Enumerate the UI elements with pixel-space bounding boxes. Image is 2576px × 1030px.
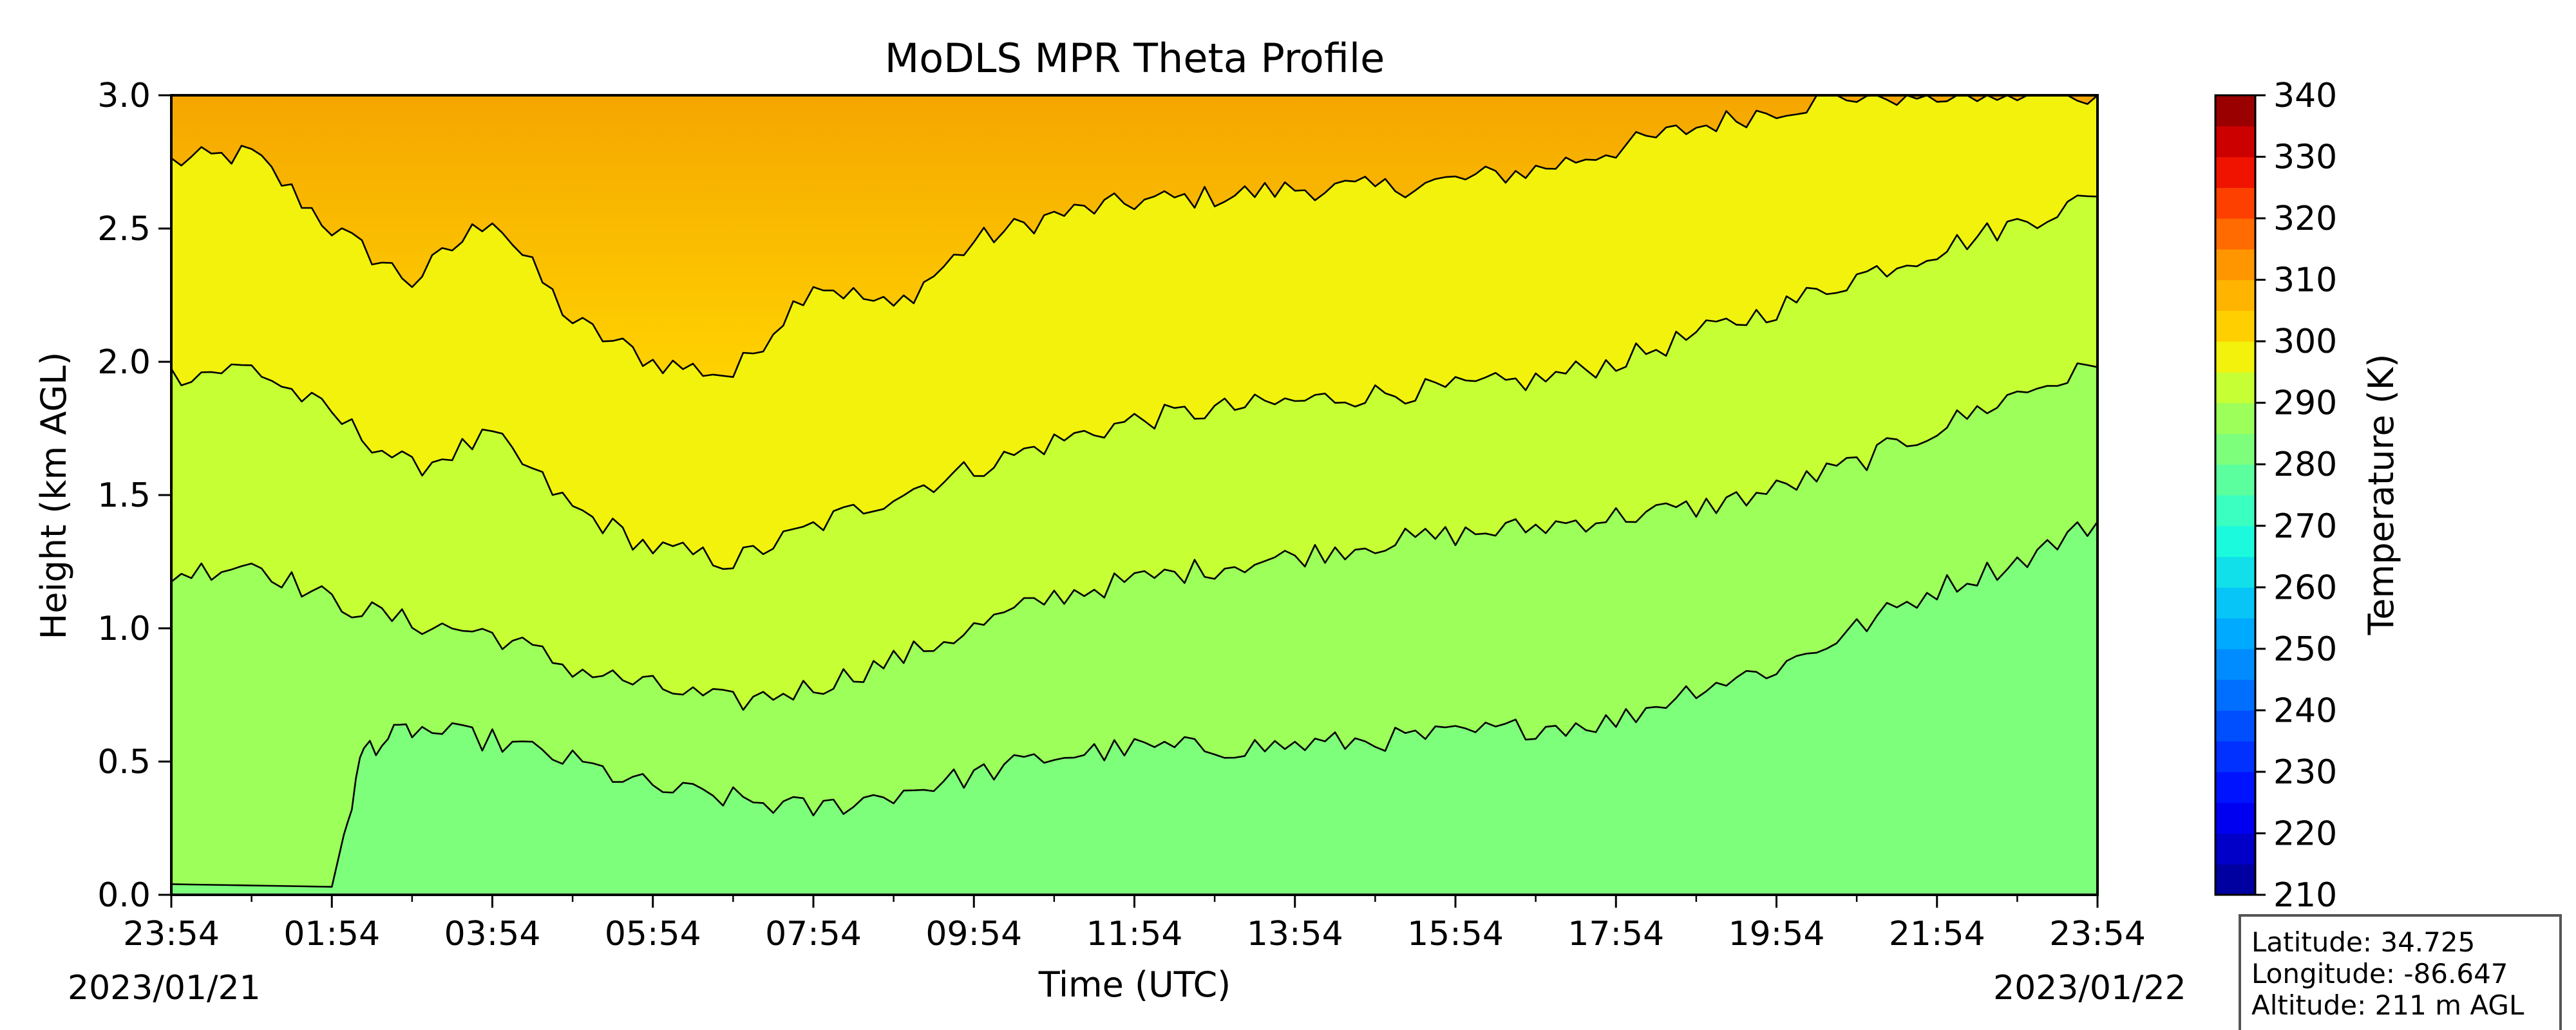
colorbar-tick-label: 240 [2273, 691, 2337, 730]
x-tick-label: 01:54 [283, 915, 380, 953]
x-tick-label: 03:54 [444, 915, 541, 953]
chart-title: MoDLS MPR Theta Profile [885, 35, 1385, 82]
colorbar-swatch [2215, 648, 2255, 680]
colorbar-frame [2214, 94, 2257, 896]
colorbar-swatch [2215, 741, 2255, 772]
x-tick-label: 07:54 [765, 915, 862, 953]
colorbar-tick-label: 250 [2273, 630, 2337, 669]
colorbar-tick-label: 270 [2273, 507, 2337, 546]
longitude-text: Longitude: -86.647 [2251, 958, 2508, 989]
colorbar-swatch [2215, 587, 2255, 619]
colorbar-swatch [2215, 310, 2255, 342]
y-tick-label: 3.0 [97, 77, 151, 115]
colorbar-swatch [2215, 433, 2255, 465]
x-tick-label: 15:54 [1407, 915, 1504, 953]
altitude-text: Altitude: 211 m AGL [2251, 989, 2524, 1021]
colorbar-swatch [2215, 710, 2255, 742]
colorbar-swatch [2215, 618, 2255, 650]
colorbar-swatch [2215, 187, 2255, 219]
colorbar-swatch [2215, 248, 2255, 281]
colorbar-swatch [2215, 771, 2255, 803]
colorbar-tick-label: 290 [2273, 384, 2337, 423]
colorbar-swatch [2215, 556, 2255, 588]
contour-lines [171, 95, 2098, 888]
latitude-text: Latitude: 34.725 [2251, 926, 2475, 958]
colorbar-tick-label: 280 [2273, 445, 2337, 484]
y-axis-label: Height (km AGL) [33, 352, 74, 640]
temperature-bands [171, 95, 2098, 895]
colorbar-tick-label: 330 [2273, 138, 2337, 177]
y-tick-label: 1.0 [97, 610, 151, 648]
x-tick-label: 11:54 [1086, 915, 1183, 953]
station-info-box: Latitude: 34.725 Longitude: -86.647 Alti… [2239, 914, 2562, 1030]
contour-line-295k [171, 194, 2098, 570]
colorbar-swatch [2215, 495, 2255, 527]
plot-area [171, 95, 2098, 895]
y-tick-label: 2.0 [97, 343, 151, 382]
contour-line-300k [171, 95, 2098, 378]
y-tick-label: 0.0 [97, 876, 151, 915]
x-tick-label: 21:54 [1889, 915, 1985, 953]
colorbar-label: Temperature (K) [2361, 354, 2401, 636]
station-info-frame [2239, 914, 2562, 1030]
x-tick-label: 23:54 [2049, 915, 2146, 953]
colorbar-tick-label: 300 [2273, 323, 2337, 361]
colorbar-swatch [2215, 864, 2255, 895]
contour-line-285k [171, 521, 2098, 888]
end-date-label: 2023/01/22 [1993, 969, 2186, 1007]
y-tick-label: 0.5 [97, 743, 151, 782]
colorbar-tick-label: 320 [2273, 200, 2337, 238]
x-axis: 23:54 01:54 03:54 05:54 07:54 09:54 11:54 13:54… [123, 895, 2146, 953]
x-tick-label: 23:54 [123, 915, 220, 953]
colorbar-swatch [2215, 525, 2255, 557]
x-axis-label: Time (UTC) [1038, 964, 1231, 1005]
colorbar-swatch [2215, 218, 2255, 250]
x-tick-label: 05:54 [605, 915, 701, 953]
y-tick-label: 2.5 [97, 210, 151, 248]
colorbar-swatch [2215, 464, 2255, 496]
y-axis: 0.0 0.5 1.0 1.5 2.0 2.5 3.0 [97, 77, 171, 915]
colorbar-tick-label: 210 [2273, 876, 2337, 915]
start-date-label: 2023/01/21 [68, 969, 261, 1007]
colorbar-swatch [2215, 95, 2255, 127]
colorbar-tick-label: 310 [2273, 261, 2337, 300]
colorbar-tick-label: 340 [2273, 77, 2337, 115]
colorbar-tick-label: 230 [2273, 753, 2337, 792]
colorbar-swatch [2215, 156, 2255, 188]
colorbar-swatch [2215, 279, 2255, 311]
contour-line-290k [171, 362, 2098, 711]
x-tick-label: 13:54 [1247, 915, 1343, 953]
colorbar-swatch [2215, 341, 2255, 373]
x-tick-label: 19:54 [1728, 915, 1825, 953]
x-tick-label: 17:54 [1567, 915, 1664, 953]
colorbar-swatch [2215, 679, 2255, 711]
colorbar-swatch [2215, 833, 2255, 865]
colorbar-swatch [2215, 402, 2255, 435]
colorbar-tick-label: 260 [2273, 568, 2337, 607]
colorbar-swatch [2215, 371, 2255, 404]
colorbar-tick-label: 220 [2273, 814, 2337, 853]
x-tick-label: 09:54 [925, 915, 1022, 953]
colorbar-swatch [2215, 802, 2255, 834]
band-below-285k [171, 521, 2098, 895]
y-tick-label: 1.5 [97, 476, 151, 515]
colorbar-swatch [2215, 126, 2255, 158]
colorbar: 210 220 230 240 250 260 270 280 290 300 310 320 330 3… [2214, 77, 2337, 915]
